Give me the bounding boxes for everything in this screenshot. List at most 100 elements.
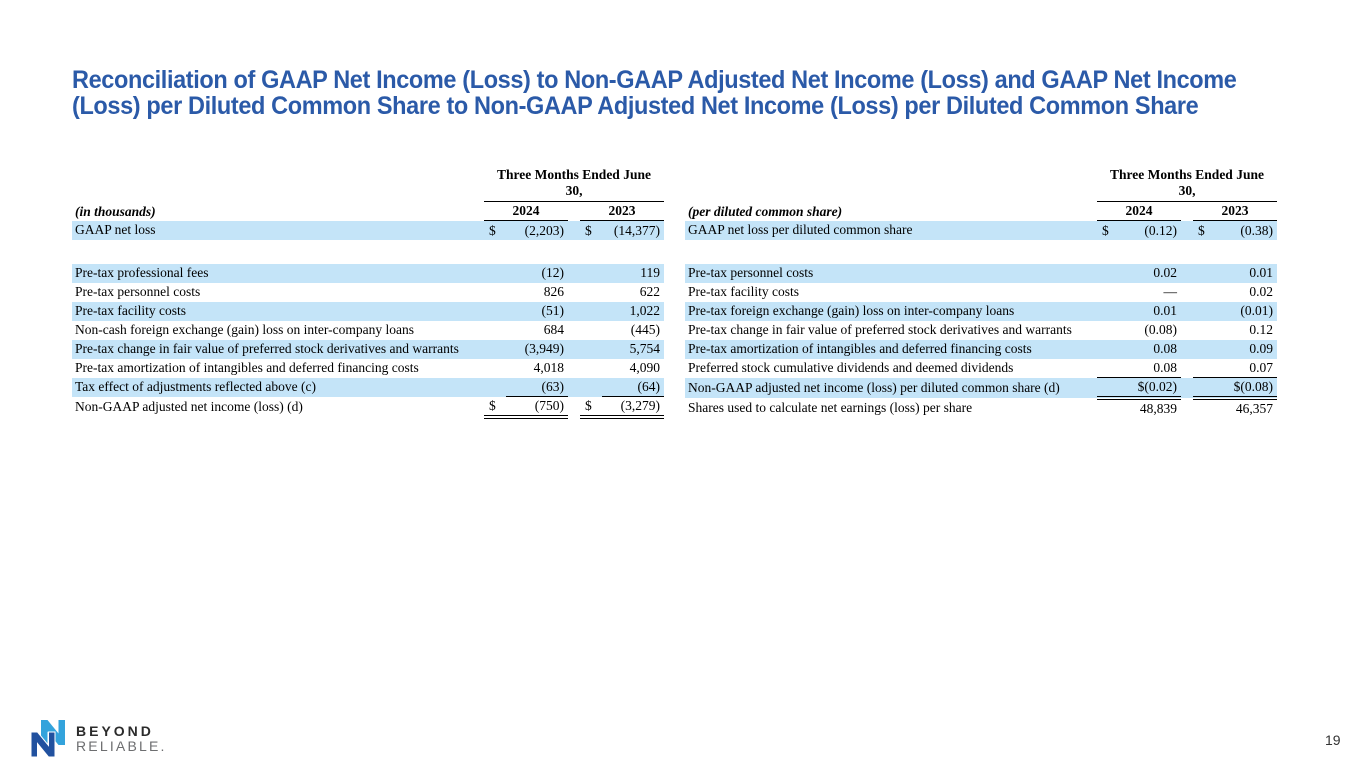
column-gap [1181, 321, 1193, 340]
column-gap [1181, 398, 1193, 418]
currency-symbol-2024 [484, 321, 506, 340]
table-row: Pre-tax personnel costs 826 622 [72, 283, 664, 302]
value-2024: (51) [506, 301, 568, 321]
column-gap [1181, 301, 1193, 321]
value-2024: (12) [506, 263, 568, 283]
table-row: Non-cash foreign exchange (gain) loss on… [72, 321, 664, 340]
slide-title-line1: Reconciliation of GAAP Net Income (Loss)… [72, 65, 1237, 94]
currency-symbol-2023 [1193, 283, 1215, 302]
column-gap [1181, 220, 1193, 240]
value-2024: $(0.02) [1119, 377, 1181, 401]
row-label: GAAP net loss [72, 220, 484, 240]
value-2024: 0.08 [1119, 339, 1181, 359]
currency-symbol-2023 [1193, 321, 1215, 340]
column-gap [568, 377, 580, 397]
unit-label: (in thousands) [75, 203, 156, 219]
table-row: Preferred stock cumulative dividends and… [685, 358, 1277, 379]
value-2024: (3,949) [506, 339, 568, 359]
value-2023: (0.01) [1215, 301, 1277, 321]
value-2024: (0.08) [1144, 322, 1177, 338]
currency-symbol-2023 [1193, 301, 1215, 321]
column-gap [1181, 202, 1193, 221]
row-label: Pre-tax facility costs [688, 284, 799, 300]
currency-symbol-2024 [1097, 398, 1119, 418]
value-2023: (64) [602, 377, 664, 398]
value-2024: (0.12) [1119, 220, 1181, 240]
column-gap [568, 339, 580, 359]
row-label: Pre-tax amortization of intangibles and … [75, 360, 419, 376]
table-row: Pre-tax amortization of intangibles and … [72, 359, 664, 378]
spacer-cell [72, 239, 664, 264]
row-label: Non-GAAP adjusted net income (loss) per … [685, 377, 1097, 399]
value-2023: (14,377) [602, 220, 664, 240]
currency-symbol-2023 [580, 339, 602, 359]
table-row: Pre-tax foreign exchange (gain) loss on … [685, 301, 1277, 321]
value-2023: 0.09 [1215, 339, 1277, 359]
header-spacer [685, 166, 1097, 202]
row-label: Pre-tax foreign exchange (gain) loss on … [685, 301, 1097, 321]
row-label: Tax effect of adjustments reflected abov… [72, 377, 484, 397]
row-label: Pre-tax personnel costs [75, 284, 201, 300]
currency-symbol-2024 [484, 377, 506, 397]
column-gap [568, 283, 580, 302]
unit-label: (per diluted common share) [688, 203, 843, 219]
row-label: Pre-tax change in fair value of preferre… [72, 339, 484, 359]
table-row: Non-GAAP adjusted net income (loss) per … [685, 377, 1277, 401]
year-header-row: (per diluted common share) 2024 2023 [685, 201, 1277, 222]
row-label: Pre-tax change in fair value of preferre… [688, 322, 1072, 338]
year-column-2024: 2024 [1097, 201, 1181, 222]
table-row: Pre-tax professional fees (12) 119 [72, 263, 664, 283]
period-header: Three Months Ended June 30, [484, 166, 664, 203]
table-row: Pre-tax amortization of intangibles and … [685, 339, 1277, 359]
currency-symbol-2023 [580, 301, 602, 321]
currency-symbol-2023 [580, 321, 602, 340]
currency-symbol-2023: $ [580, 396, 602, 420]
row-label: Non-cash foreign exchange (gain) loss on… [75, 322, 414, 338]
currency-symbol-2023 [580, 377, 602, 397]
value-2024: 0.01 [1119, 301, 1181, 321]
year-column-2023: 2023 [580, 201, 664, 222]
column-gap [568, 202, 580, 221]
value-2023: (0.38) [1215, 220, 1277, 240]
currency-symbol-2024 [1097, 377, 1119, 401]
slide-title-line2: (Loss) per Diluted Common Share to Non-G… [72, 91, 1199, 120]
value-2023: 4,090 [629, 360, 660, 376]
currency-symbol-2024 [1097, 301, 1119, 321]
value-2024: — [1163, 284, 1178, 300]
currency-symbol-2023 [1193, 339, 1215, 359]
value-2023: 0.07 [1215, 358, 1277, 379]
row-label: Preferred stock cumulative dividends and… [688, 360, 1014, 376]
currency-symbol-2024 [1097, 283, 1119, 302]
logo-tagline-beyond: BEYOND [76, 723, 154, 740]
column-gap [1181, 377, 1193, 399]
currency-symbol-2024: $ [484, 396, 506, 420]
currency-symbol-2024 [484, 301, 506, 321]
value-2023: $(0.08) [1215, 377, 1277, 401]
table-row: Pre-tax facility costs (51) 1,022 [72, 301, 664, 321]
currency-symbol-2024 [1097, 358, 1119, 379]
value-2024: 0.08 [1119, 358, 1181, 379]
row-label: Pre-tax facility costs [72, 301, 484, 321]
year-column-2024: 2024 [484, 201, 568, 222]
row-label: Pre-tax personnel costs [685, 263, 1097, 283]
value-2024: 48,839 [1139, 401, 1177, 417]
spacer-row [685, 239, 1277, 264]
currency-symbol-2024 [484, 339, 506, 359]
column-gap [568, 301, 580, 321]
row-label: Pre-tax professional fees [72, 263, 484, 283]
currency-symbol-2024 [1097, 321, 1119, 340]
value-2023: 119 [602, 263, 664, 283]
gaap-reconciliation-table-thousands: Three Months Ended June 30, (in thousand… [72, 166, 664, 420]
currency-symbol-2023: $ [1193, 220, 1215, 240]
value-2023: 0.12 [1249, 322, 1273, 338]
value-2024: 0.02 [1119, 263, 1181, 283]
company-logo-text: BEYOND RELIABLE. [76, 724, 167, 753]
column-gap [568, 220, 580, 240]
table-row: GAAP net loss per diluted common share $(… [685, 220, 1277, 240]
column-gap [1181, 359, 1193, 378]
spacer-row [72, 239, 664, 264]
value-2024: 684 [543, 322, 564, 338]
table-row: Pre-tax change in fair value of preferre… [72, 339, 664, 359]
table-row: Pre-tax change in fair value of preferre… [685, 321, 1277, 340]
currency-symbol-2023: $ [580, 220, 602, 240]
